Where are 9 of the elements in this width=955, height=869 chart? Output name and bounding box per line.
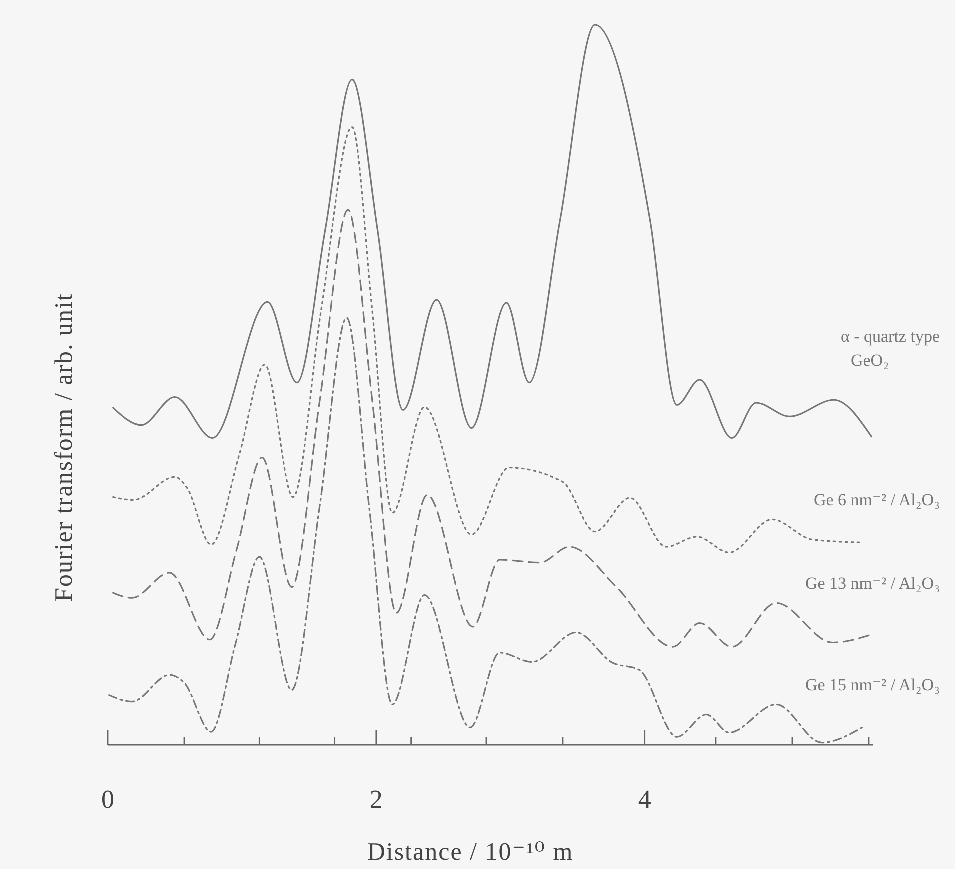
x-tick-label: 4 xyxy=(638,785,652,814)
x-tick-label: 0 xyxy=(102,785,114,814)
x-tick-label: 2 xyxy=(370,785,383,814)
y-axis-title: Fourier transform / arb. unit xyxy=(51,293,78,602)
x-axis-title: Distance / 10⁻¹⁰ m xyxy=(367,839,574,866)
series-label: Ge 15 nm⁻² / Al₂O₃ xyxy=(805,676,940,695)
series-label: α - quartz type GeO₂ xyxy=(840,326,940,370)
series-label: Ge 6 nm⁻² / Al₂O₃ xyxy=(814,490,940,510)
series-label: Ge 13 nm⁻² / Al₂O₃ xyxy=(805,574,940,594)
